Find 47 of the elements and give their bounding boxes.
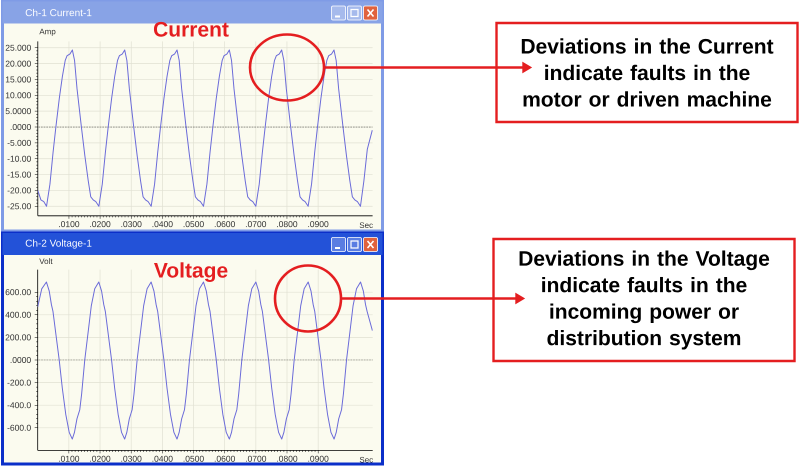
x-tick-label: .0700 <box>246 456 266 462</box>
y-tick-label: 15.000 <box>6 76 31 82</box>
y-tick-label: -20.00 <box>8 187 31 194</box>
y-tick-label: 10.000 <box>6 92 31 98</box>
y-tick-label: .0000 <box>10 356 31 363</box>
y-tick-label: .0000 <box>10 124 31 130</box>
x-tick-label: .0400 <box>152 456 173 462</box>
x-tick-label: .0800 <box>277 221 298 228</box>
x-tick-label: .0200 <box>90 221 110 228</box>
x-tick-label: .0400 <box>152 221 173 228</box>
x-axis-title: Sec <box>360 222 373 228</box>
y-tick-label: -25.00 <box>8 203 31 210</box>
x-tick-label: .0100 <box>59 221 80 228</box>
x-tick-label: .0300 <box>121 456 142 462</box>
x-tick-label: .0300 <box>121 221 142 228</box>
y-axis-title: Volt <box>39 258 53 264</box>
x-tick-label: .0100 <box>59 456 80 462</box>
text: Deviations in the Current indicate faults in the motor or driven machine <box>522 38 774 107</box>
y-tick-label: -10.00 <box>8 156 31 162</box>
y-tick-label: -400.0 <box>7 402 31 408</box>
chart-title: Ch-1 Current-1 <box>26 8 92 16</box>
chart-subtitle: Voltage <box>154 262 228 282</box>
y-tick-label: -200.0 <box>7 380 31 386</box>
y-tick-label: 200.00 <box>6 334 31 340</box>
x-tick-label: .0700 <box>246 221 266 228</box>
x-tick-label: .0900 <box>308 456 328 462</box>
y-tick-label: 400.00 <box>5 312 31 318</box>
chart-title: Ch-2 Voltage-1 <box>26 239 92 249</box>
y-tick-label: -15.00 <box>8 172 31 178</box>
y-tick-label: -600.0 <box>7 424 31 431</box>
chart-subtitle: Current <box>154 22 229 37</box>
line-series <box>38 282 373 440</box>
x-tick-label: .0600 <box>214 456 235 462</box>
x-axis-title: Sec <box>360 456 373 463</box>
x-tick-label: .0600 <box>214 221 235 228</box>
y-tick-label: 5.0000 <box>6 108 31 114</box>
x-tick-label: .0800 <box>277 456 298 462</box>
x-tick-label: .0200 <box>90 456 110 462</box>
text: Deviations in the Voltage indicate faults in the incoming power or distribution system <box>520 250 770 350</box>
y-tick-label: -5.000 <box>8 140 31 146</box>
x-tick-label: .0500 <box>184 456 204 462</box>
y-axis-title: Amp <box>39 28 56 36</box>
y-tick-label: 20.000 <box>6 60 31 67</box>
x-tick-label: .0500 <box>184 221 204 228</box>
y-tick-label: 600.00 <box>6 289 31 296</box>
x-tick-label: .0900 <box>308 221 328 228</box>
y-tick-label: 25.000 <box>6 44 31 51</box>
